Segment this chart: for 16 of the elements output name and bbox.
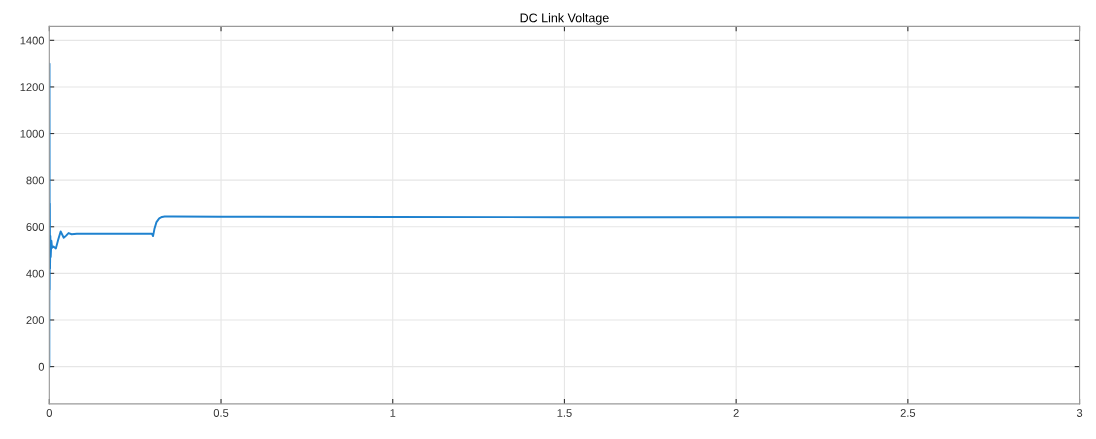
x-tick-label: 1 — [390, 409, 396, 417]
x-tick-label: 3 — [1076, 409, 1083, 417]
x-tick-label: 2.5 — [900, 409, 916, 417]
x-tick-label: 2 — [733, 409, 739, 417]
x-tick-label: 1.5 — [557, 409, 572, 417]
y-tick-label: 600 — [26, 223, 45, 231]
y-tick-label: 1200 — [20, 83, 45, 92]
y-tick-label: 1400 — [20, 36, 45, 45]
x-tick-label: 0 — [46, 409, 52, 417]
x-tick-label: 0.5 — [213, 409, 229, 417]
y-tick-label: 400 — [26, 269, 45, 278]
y-tick-label: 1000 — [20, 129, 45, 138]
y-tick-label: 0 — [38, 362, 45, 371]
chart-title: DC Link Voltage — [520, 13, 609, 25]
y-tick-label: 800 — [26, 176, 45, 185]
y-tick-label: 200 — [26, 316, 45, 325]
